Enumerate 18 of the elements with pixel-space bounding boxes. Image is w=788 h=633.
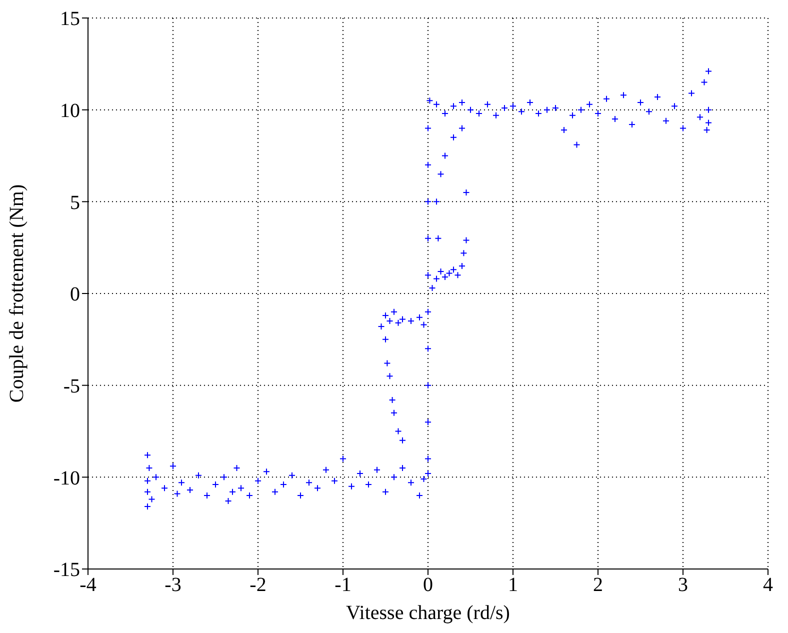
x-tick-label: -4 [80,574,96,596]
y-tick-label: -15 [53,559,80,582]
y-tick-label: 5 [70,192,80,214]
y-tick-label: -5 [63,375,80,398]
x-tick-label: 2 [593,574,603,596]
y-tick-label: -10 [53,467,80,490]
x-tick-label: 3 [678,574,688,596]
y-tick-label: 0 [70,284,80,306]
x-tick-label: -1 [334,574,352,596]
y-tick-label: 10 [60,100,80,122]
x-tick-label: -2 [250,574,266,596]
x-tick-label: 4 [763,574,773,596]
x-axis-title: Vitesse charge (rd/s) [346,602,510,624]
y-axis-title: Couple de frottement (Nm) [6,184,28,403]
y-tick-label: 15 [60,8,80,30]
x-tick-label: -3 [164,574,182,596]
x-tick-label: 1 [508,574,518,596]
x-tick-label: 0 [423,574,433,596]
